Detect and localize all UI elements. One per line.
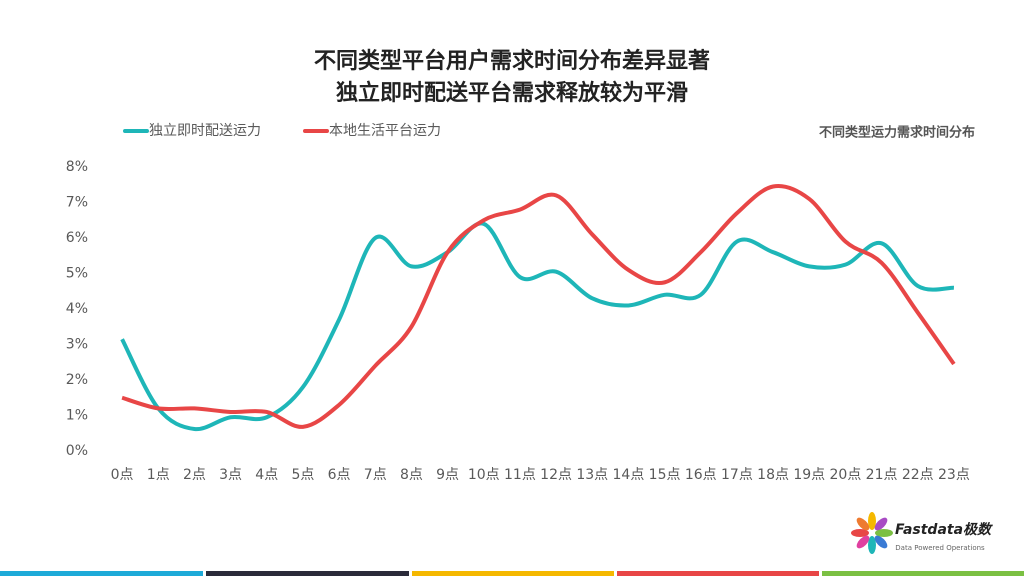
y-tick-label: 8% [66, 159, 88, 175]
x-tick-label: 5点 [291, 467, 314, 483]
x-tick-label: 22点 [902, 467, 934, 483]
x-tick-label: 0点 [111, 467, 134, 483]
y-tick-label: 1% [66, 408, 88, 424]
x-tick-label: 12点 [540, 467, 572, 483]
chart-subtitle: 独立即时配送平台需求释放较为平滑 [336, 80, 688, 106]
x-tick-label: 14点 [613, 467, 645, 483]
x-tick-label: 4点 [255, 467, 278, 483]
logo-tagline: Data Powered Operations [895, 544, 985, 552]
x-tick-label: 11点 [504, 467, 536, 483]
x-tick-label: 18点 [757, 467, 789, 483]
x-tick-label: 10点 [468, 467, 500, 483]
logo: Fastdata极数 Data Powered Operations [851, 512, 993, 554]
x-tick-label: 13点 [576, 467, 608, 483]
y-tick-label: 0% [66, 443, 88, 459]
logo-icon [851, 512, 893, 554]
y-tick-label: 2% [66, 372, 88, 388]
x-tick-label: 9点 [436, 467, 459, 483]
y-tick-label: 4% [66, 301, 88, 317]
x-tick-label: 7点 [364, 467, 387, 483]
x-tick-label: 6点 [328, 467, 351, 483]
x-tick-label: 19点 [793, 467, 825, 483]
x-tick-label: 21点 [866, 467, 898, 483]
x-tick-label: 8点 [400, 467, 423, 483]
y-tick-label: 5% [66, 266, 88, 282]
annotation: 不同类型运力需求时间分布 [819, 125, 975, 141]
x-tick-label: 20点 [830, 467, 862, 483]
legend-label: 独立即时配送运力 [149, 123, 261, 139]
x-tick-label: 2点 [183, 467, 206, 483]
y-tick-label: 3% [66, 337, 88, 353]
x-tick-label: 17点 [721, 467, 753, 483]
series-line [120, 221, 955, 431]
x-tick-label: 23点 [938, 467, 970, 483]
x-tick-label: 16点 [685, 467, 717, 483]
footer-bars [0, 571, 1024, 576]
legend-label: 本地生活平台运力 [329, 123, 441, 139]
x-tick-label: 15点 [649, 467, 681, 483]
x-tick-label: 3点 [219, 467, 242, 483]
x-tick-label: 1点 [147, 467, 170, 483]
chart-title: 不同类型平台用户需求时间分布差异显著 [314, 48, 710, 74]
logo-name: Fastdata极数 [895, 521, 993, 538]
series-line [121, 184, 956, 429]
y-tick-label: 7% [66, 195, 88, 211]
y-tick-label: 6% [66, 230, 88, 246]
